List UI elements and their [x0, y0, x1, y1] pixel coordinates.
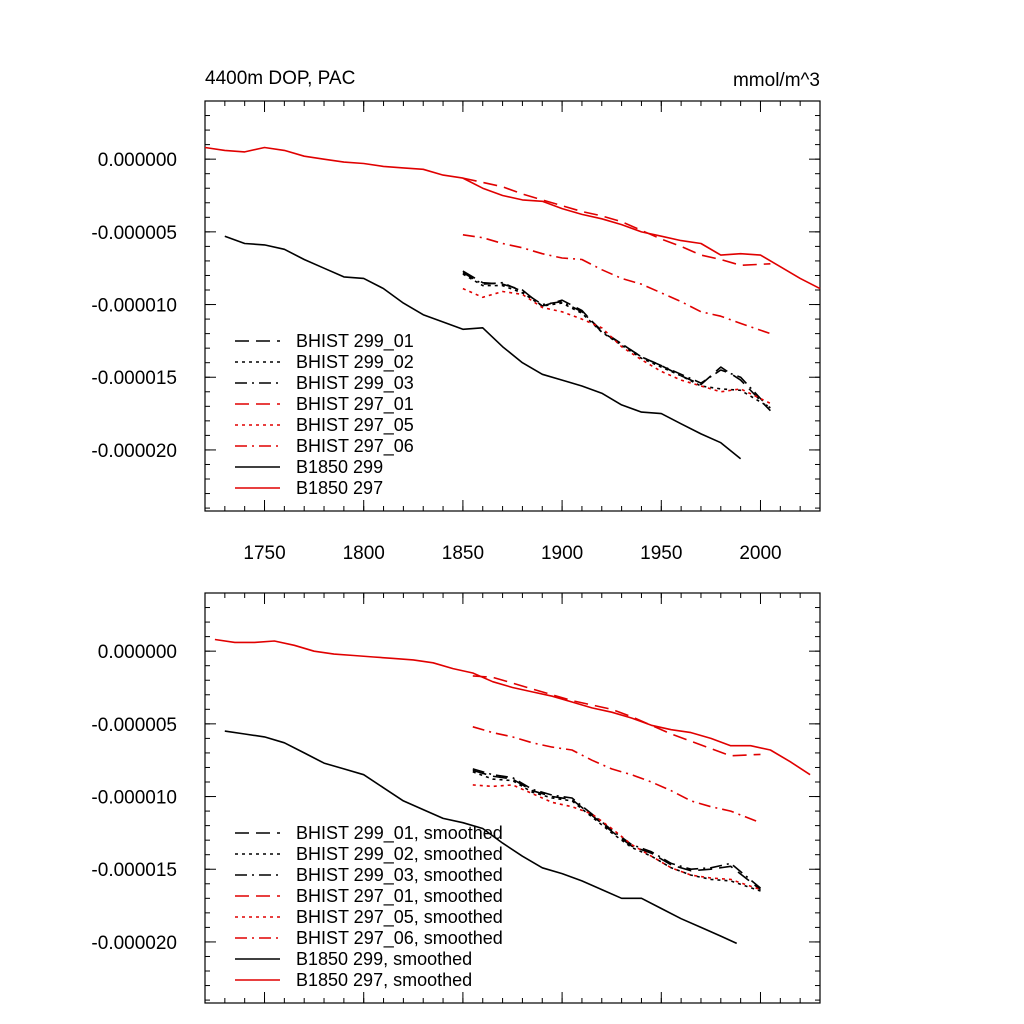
units-label: mmol/m^3 [733, 70, 820, 91]
series-line-3 [462, 177, 771, 267]
y-tick-label: -0.000010 [91, 788, 177, 809]
x-tick-label: 1900 [541, 543, 583, 564]
y-tick-label: -0.000020 [91, 933, 177, 954]
y-tick-label: -0.000010 [91, 296, 177, 317]
series-line-1 [472, 771, 761, 892]
series-line-4 [472, 784, 761, 891]
series-line-1 [462, 273, 771, 409]
legend-label: BHIST 297_06, smoothed [296, 928, 503, 949]
legend-label: BHIST 299_02, smoothed [296, 844, 503, 865]
y-tick-label: 0.000000 [98, 642, 177, 663]
legend-label: BHIST 299_01, smoothed [296, 823, 503, 844]
y-tick-label: 0.000000 [98, 150, 177, 171]
series-line-5 [462, 234, 771, 335]
x-tick-label: 1750 [243, 543, 285, 564]
series-line-2 [472, 768, 762, 889]
series-line-7 [204, 146, 821, 290]
series-line-7 [214, 638, 811, 776]
legend-label: BHIST 299_03, smoothed [296, 865, 503, 886]
y-tick-label: -0.000005 [91, 715, 177, 736]
legend-label: BHIST 297_06 [296, 436, 414, 457]
legend-label: B1850 299 [296, 457, 383, 477]
x-tick-label: 1850 [442, 543, 484, 564]
legend-label: BHIST 299_03 [296, 373, 414, 394]
series-line-5 [472, 726, 761, 824]
legend-label: BHIST 299_02 [296, 352, 414, 373]
legend-label: BHIST 297_01 [296, 394, 414, 415]
legend-label: B1850 297 [296, 478, 383, 498]
series-line-3 [472, 675, 761, 757]
legend-label: BHIST 299_01 [296, 331, 414, 352]
legend-label: B1850 297, smoothed [296, 970, 472, 990]
x-tick-label: 1800 [343, 543, 385, 564]
legend-label: B1850 299, smoothed [296, 949, 472, 969]
x-tick-label: 2000 [739, 543, 781, 564]
legend-label: BHIST 297_05, smoothed [296, 907, 503, 928]
legend-label: BHIST 297_05 [296, 415, 414, 436]
series-line-0 [472, 769, 761, 891]
top-panel: 1750 1800 1850 1900 1950 2000 0.000000 -0.00000… [91, 68, 821, 564]
series-line-4 [462, 287, 771, 405]
series-line-6 [224, 730, 738, 945]
y-tick-label: -0.000015 [91, 860, 177, 881]
y-tick-label: -0.000015 [91, 368, 177, 389]
plot-frame [204, 100, 821, 512]
y-tick-label: -0.000020 [91, 441, 177, 462]
plot-frame [204, 592, 821, 1004]
series-line-6 [224, 235, 742, 460]
x-tick-label: 1950 [640, 543, 682, 564]
chart-title: 4400m DOP, PAC [205, 68, 355, 89]
bottom-panel: 0.000000 -0.000005 -0.000010 -0.000015 -0.00… [91, 592, 821, 1004]
y-tick-label: -0.000005 [91, 223, 177, 244]
legend-label: BHIST 297_01, smoothed [296, 886, 503, 907]
